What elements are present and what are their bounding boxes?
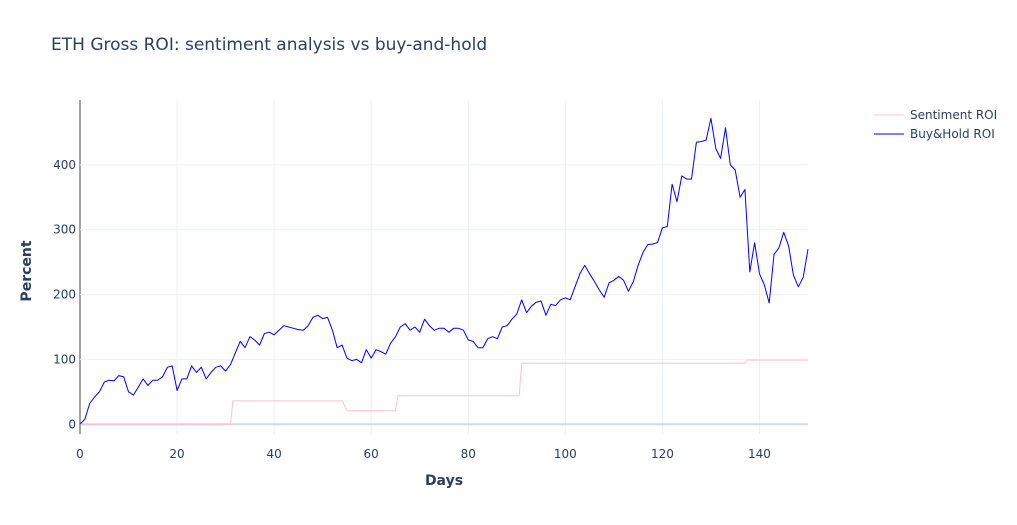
legend-label: Sentiment ROI xyxy=(910,108,997,122)
x-tick-label: 80 xyxy=(461,447,476,461)
x-tick-label: 20 xyxy=(169,447,184,461)
series-layer xyxy=(79,117,809,425)
x-tick-label: 140 xyxy=(748,447,771,461)
y-tick-label: 300 xyxy=(53,223,76,237)
x-axis-title: Days xyxy=(425,473,463,489)
y-tick-labels: 0 100 200 300 400 xyxy=(53,158,76,431)
grid-lines xyxy=(79,100,808,434)
legend-item-1[interactable]: Sentiment ROI xyxy=(874,108,997,122)
series-line-2[interactable] xyxy=(79,117,809,425)
y-tick-label: 0 xyxy=(68,417,76,431)
series-line-1[interactable] xyxy=(80,359,808,425)
chart-title: ETH Gross ROI: sentiment analysis vs buy… xyxy=(51,35,487,55)
legend-label: Buy&Hold ROI xyxy=(910,127,995,141)
x-tick-label: 0 xyxy=(76,447,84,461)
legend[interactable]: Sentiment ROI Buy&Hold ROI xyxy=(874,108,997,141)
legend-item-2[interactable]: Buy&Hold ROI xyxy=(874,127,995,141)
y-axis-title: Percent xyxy=(19,240,35,301)
x-tick-label: 100 xyxy=(554,447,577,461)
x-tick-label: 40 xyxy=(266,447,281,461)
y-tick-label: 400 xyxy=(53,158,76,172)
x-tick-labels: 0 20 40 60 80 100 120 140 xyxy=(76,447,771,461)
x-tick-label: 120 xyxy=(651,447,674,461)
x-tick-label: 60 xyxy=(364,447,379,461)
y-tick-label: 100 xyxy=(53,352,76,366)
y-tick-label: 200 xyxy=(53,288,76,302)
